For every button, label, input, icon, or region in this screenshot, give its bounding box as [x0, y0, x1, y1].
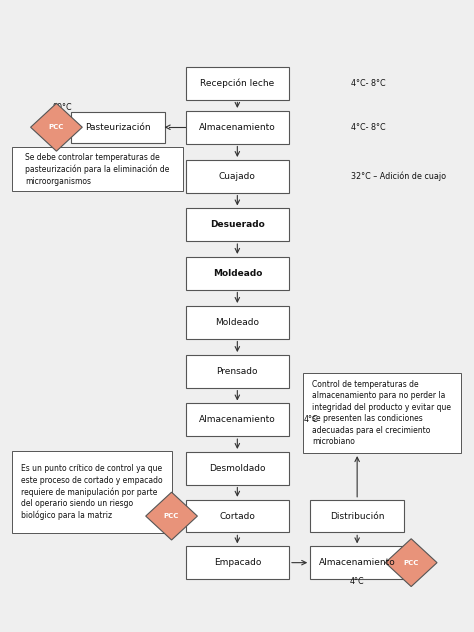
Text: Desuerado: Desuerado: [210, 221, 264, 229]
Text: Empacado: Empacado: [214, 558, 261, 567]
FancyBboxPatch shape: [186, 452, 289, 485]
Text: 4°C: 4°C: [304, 415, 319, 424]
Polygon shape: [146, 492, 197, 540]
Text: PCC: PCC: [403, 560, 419, 566]
FancyBboxPatch shape: [186, 111, 289, 143]
Text: Cortado: Cortado: [219, 511, 255, 521]
Text: Moldeado: Moldeado: [215, 318, 259, 327]
Text: Desmoldado: Desmoldado: [209, 464, 265, 473]
Text: 4°C- 8°C: 4°C- 8°C: [351, 79, 386, 88]
Text: Es un punto crítico de control ya que
este proceso de cortado y empacado
requier: Es un punto crítico de control ya que es…: [21, 464, 163, 520]
Text: Almacenamiento: Almacenamiento: [199, 415, 276, 424]
FancyBboxPatch shape: [186, 306, 289, 339]
FancyBboxPatch shape: [186, 209, 289, 241]
FancyBboxPatch shape: [310, 500, 404, 532]
Text: Pasteurización: Pasteurización: [85, 123, 150, 131]
Text: Moldeado: Moldeado: [213, 269, 262, 277]
Text: 4°C: 4°C: [350, 577, 365, 586]
Polygon shape: [31, 103, 82, 151]
Text: PCC: PCC: [49, 125, 64, 130]
FancyBboxPatch shape: [186, 160, 289, 193]
Text: 4°C- 8°C: 4°C- 8°C: [351, 123, 386, 131]
FancyBboxPatch shape: [186, 403, 289, 436]
Text: Control de temperaturas de
almacenamiento para no perder la
integridad del produ: Control de temperaturas de almacenamient…: [312, 380, 451, 446]
Text: Almacenamiento: Almacenamiento: [199, 123, 276, 131]
Text: Cuajado: Cuajado: [219, 172, 256, 181]
FancyBboxPatch shape: [186, 67, 289, 100]
Text: Recepción leche: Recepción leche: [200, 78, 274, 88]
Text: 32°C – Adición de cuajo: 32°C – Adición de cuajo: [351, 171, 446, 181]
Text: Prensado: Prensado: [217, 367, 258, 376]
FancyBboxPatch shape: [186, 500, 289, 532]
Text: Se debe controlar temperaturas de
pasteurización para la eliminación de
microorg: Se debe controlar temperaturas de pasteu…: [26, 153, 170, 186]
FancyBboxPatch shape: [12, 451, 172, 533]
Text: Almacenamiento: Almacenamiento: [319, 558, 395, 567]
FancyBboxPatch shape: [186, 257, 289, 289]
FancyBboxPatch shape: [186, 355, 289, 387]
Polygon shape: [385, 538, 437, 586]
FancyBboxPatch shape: [310, 546, 404, 579]
Text: Distribución: Distribución: [330, 511, 384, 521]
FancyBboxPatch shape: [186, 546, 289, 579]
FancyBboxPatch shape: [12, 147, 183, 191]
FancyBboxPatch shape: [303, 373, 461, 453]
FancyBboxPatch shape: [71, 111, 164, 143]
Text: PCC: PCC: [164, 513, 179, 519]
Text: 80°C: 80°C: [53, 102, 73, 112]
